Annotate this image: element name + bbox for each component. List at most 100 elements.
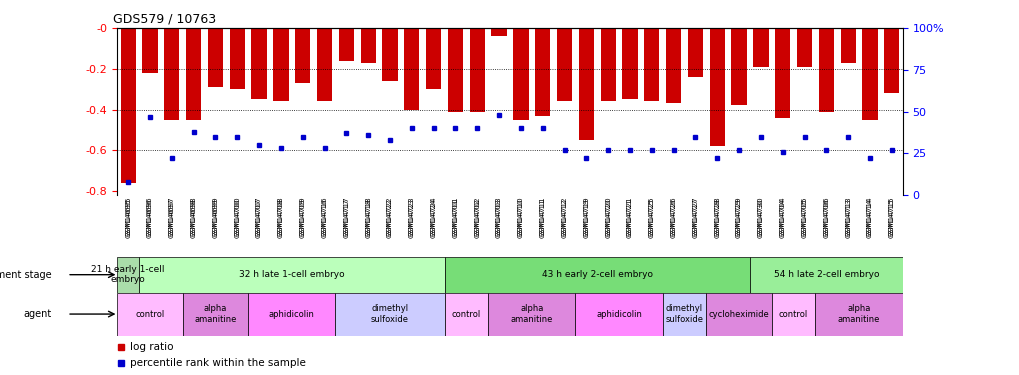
Text: GSM14701: GSM14701 [452, 197, 458, 237]
Bar [774, 28, 790, 118]
Text: alpha
amanitine: alpha amanitine [194, 304, 236, 324]
Text: GSM14730: GSM14730 [757, 197, 763, 237]
Bar [556, 28, 572, 101]
Text: GSM14714: GSM14714 [866, 197, 872, 237]
Text: development stage: development stage [0, 270, 52, 280]
Bar [796, 28, 811, 67]
Bar [861, 28, 876, 120]
Bar [491, 28, 506, 36]
Text: 54 h late 2-cell embryo: 54 h late 2-cell embryo [772, 270, 878, 279]
Text: GSM14697: GSM14697 [169, 197, 174, 237]
Bar [444, 292, 488, 336]
Text: GSM14715: GSM14715 [888, 197, 894, 237]
Bar [120, 28, 136, 183]
Text: GSM14715: GSM14715 [888, 198, 894, 238]
Bar [535, 28, 550, 116]
Bar [622, 28, 637, 99]
Bar [771, 292, 814, 336]
Text: GSM14716: GSM14716 [321, 198, 327, 238]
Bar [182, 292, 248, 336]
Bar [335, 292, 444, 336]
Text: GSM14728: GSM14728 [713, 197, 719, 237]
Text: GSM14717: GSM14717 [343, 197, 350, 237]
Text: GSM14726: GSM14726 [669, 197, 676, 237]
Bar [469, 28, 484, 112]
Text: GSM14698: GSM14698 [191, 198, 197, 238]
Text: GSM14722: GSM14722 [386, 198, 392, 238]
Bar [488, 292, 575, 336]
Text: alpha
amanitine: alpha amanitine [837, 304, 879, 324]
Text: GSM14723: GSM14723 [409, 197, 415, 237]
Text: GSM14698: GSM14698 [191, 197, 197, 237]
Text: log ratio: log ratio [129, 342, 173, 352]
Text: 43 h early 2-cell embryo: 43 h early 2-cell embryo [541, 270, 652, 279]
Text: dimethyl
sulfoxide: dimethyl sulfoxide [664, 304, 703, 324]
Text: 32 h late 1-cell embryo: 32 h late 1-cell embryo [238, 270, 344, 279]
Text: GSM14723: GSM14723 [409, 198, 415, 238]
Bar [338, 28, 354, 61]
Bar [248, 292, 335, 336]
Text: GSM14702: GSM14702 [474, 198, 480, 238]
Text: GSM14710: GSM14710 [518, 197, 524, 237]
Bar [273, 28, 288, 101]
Text: GSM14699: GSM14699 [212, 197, 218, 237]
Bar [706, 292, 771, 336]
Text: GSM14704: GSM14704 [779, 197, 785, 237]
Text: GSM14704: GSM14704 [779, 198, 785, 238]
Text: GSM14703: GSM14703 [495, 197, 501, 237]
Text: GSM14699: GSM14699 [212, 198, 218, 238]
Bar [164, 28, 179, 120]
Text: GSM14729: GSM14729 [736, 198, 742, 238]
Text: GSM14728: GSM14728 [713, 198, 719, 238]
Bar [317, 28, 332, 101]
Bar [731, 28, 746, 105]
Text: GSM14721: GSM14721 [627, 198, 633, 238]
Text: GSM14720: GSM14720 [604, 198, 610, 238]
Text: GSM14719: GSM14719 [583, 198, 589, 238]
Text: GSM14709: GSM14709 [300, 197, 306, 237]
Text: GSM14703: GSM14703 [495, 198, 501, 238]
Text: GSM14708: GSM14708 [277, 197, 283, 237]
Text: GSM14710: GSM14710 [518, 198, 524, 238]
Text: agent: agent [23, 309, 52, 319]
Text: GSM14721: GSM14721 [627, 197, 633, 237]
Bar [185, 28, 201, 120]
Bar [749, 257, 902, 292]
Text: GSM14713: GSM14713 [845, 197, 850, 237]
Text: GSM14716: GSM14716 [321, 197, 327, 237]
Bar [644, 28, 659, 101]
Text: GSM14729: GSM14729 [736, 197, 742, 237]
Bar [578, 28, 593, 140]
Bar [709, 28, 725, 146]
Text: GSM14722: GSM14722 [386, 197, 392, 237]
Text: dimethyl
sulfoxide: dimethyl sulfoxide [371, 304, 409, 324]
Text: GSM14711: GSM14711 [539, 197, 545, 237]
Bar [513, 28, 528, 120]
Bar [444, 257, 749, 292]
Text: GSM14713: GSM14713 [845, 198, 850, 238]
Text: GSM14705: GSM14705 [801, 197, 807, 237]
Bar [229, 28, 245, 89]
Text: GSM14701: GSM14701 [452, 198, 458, 238]
Bar [447, 28, 463, 112]
Bar [752, 28, 767, 67]
Text: GSM14711: GSM14711 [539, 198, 545, 238]
Text: GSM14707: GSM14707 [256, 197, 262, 237]
Bar [662, 292, 706, 336]
Text: GDS579 / 10763: GDS579 / 10763 [113, 12, 216, 25]
Bar [818, 28, 834, 112]
Text: control: control [451, 310, 481, 319]
Bar [139, 257, 444, 292]
Text: GSM14727: GSM14727 [692, 198, 698, 238]
Text: alpha
amanitine: alpha amanitine [511, 304, 552, 324]
Bar [117, 257, 139, 292]
Text: GSM14730: GSM14730 [757, 198, 763, 238]
Bar [294, 28, 310, 83]
Text: aphidicolin: aphidicolin [269, 310, 315, 319]
Text: GSM14707: GSM14707 [256, 198, 262, 238]
Bar [426, 28, 441, 89]
Text: GSM14712: GSM14712 [561, 197, 567, 237]
Text: GSM14712: GSM14712 [561, 198, 567, 238]
Text: GSM14696: GSM14696 [147, 198, 153, 238]
Text: GSM14726: GSM14726 [669, 198, 676, 238]
